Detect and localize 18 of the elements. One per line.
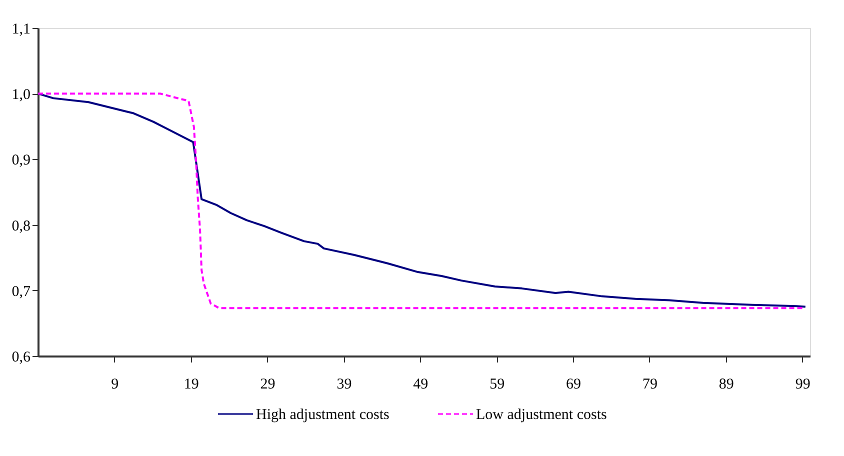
y-tick-label: 0,6: [12, 350, 31, 366]
y-tick-label: 0,8: [12, 218, 30, 234]
x-tick-label: 69: [566, 376, 582, 392]
legend-label: High adjustment costs: [256, 407, 390, 423]
x-tick-label: 19: [184, 376, 199, 392]
x-tick-label: 79: [642, 376, 658, 392]
x-tick-label: 59: [490, 376, 505, 392]
x-tick-label: 39: [336, 376, 352, 392]
y-tick-label: 1,1: [12, 22, 30, 38]
x-tick-label: 49: [413, 376, 428, 392]
y-tick-label: 0,7: [12, 284, 31, 300]
x-tick-label: 29: [260, 376, 276, 392]
legend-label: Low adjustment costs: [476, 407, 607, 423]
y-tick-label: 0,9: [12, 152, 30, 169]
x-tick-label: 99: [795, 376, 810, 392]
y-tick-label: 1,0: [12, 87, 30, 104]
x-tick-label: 9: [111, 376, 119, 392]
x-tick-label: 89: [718, 376, 734, 392]
